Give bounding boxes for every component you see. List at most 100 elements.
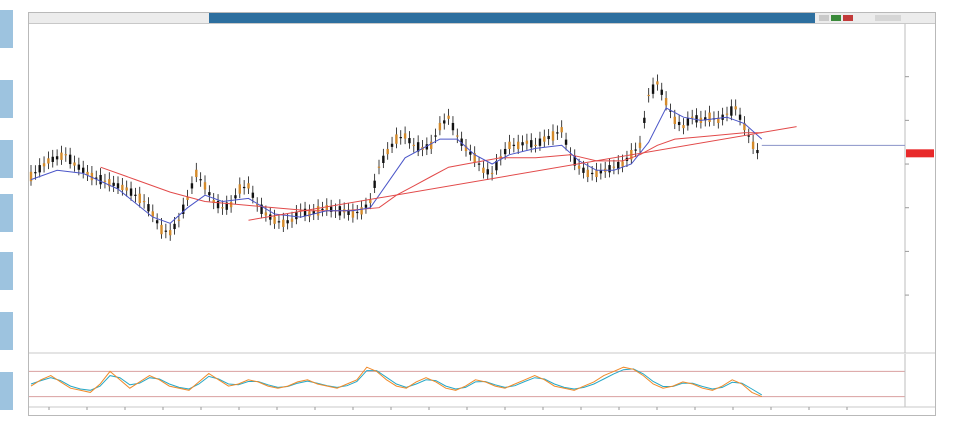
oscillator-panel	[29, 352, 935, 407]
candle-body	[438, 122, 442, 131]
oscillator-d-line	[30, 368, 763, 396]
candle-body	[34, 172, 37, 174]
candle-body	[521, 142, 524, 146]
candle-body	[160, 224, 163, 235]
candle-body	[373, 180, 376, 188]
candle-body	[451, 122, 455, 131]
candle-body	[617, 161, 620, 170]
candle-body	[573, 156, 576, 166]
candle-body	[221, 207, 224, 209]
toolbar-button-2[interactable]	[0, 80, 13, 120]
candle-body	[751, 141, 755, 149]
candle-body	[360, 207, 363, 215]
close-icon[interactable]	[843, 15, 853, 21]
candle-body	[390, 143, 394, 147]
candle-body	[403, 133, 407, 139]
candle-body	[38, 165, 41, 173]
candle-body	[60, 152, 63, 160]
last-price-marker	[906, 149, 934, 158]
candle-body	[121, 184, 124, 191]
candle-body	[399, 137, 402, 139]
candle-body	[303, 208, 307, 217]
candle-body	[743, 122, 746, 131]
candle-body	[155, 220, 159, 224]
candle-body	[351, 210, 355, 218]
candle-body	[256, 204, 259, 206]
chart-window	[28, 12, 936, 416]
toolbar-button-4[interactable]	[0, 194, 13, 234]
candle-body	[208, 192, 211, 196]
candle-body	[51, 156, 54, 162]
candle-body	[238, 184, 241, 194]
candle-body	[638, 142, 642, 148]
toolbar-button-5[interactable]	[0, 252, 13, 292]
candle-body	[547, 135, 550, 140]
candle-body	[95, 177, 98, 179]
candle-body	[286, 220, 289, 224]
candle-body	[669, 110, 672, 112]
candle-body	[82, 167, 85, 173]
candle-body	[151, 211, 154, 217]
chart-svg	[29, 24, 935, 410]
candle-body	[643, 117, 646, 123]
candle-body	[369, 199, 372, 204]
trendline[interactable]	[248, 126, 797, 221]
candle-body	[116, 183, 120, 189]
candle-body	[312, 210, 315, 214]
candle-body	[443, 120, 446, 124]
toolbar-button-6[interactable]	[0, 312, 13, 352]
candle-body	[129, 188, 133, 196]
candle-body	[482, 167, 485, 173]
candle-body	[134, 194, 137, 196]
ma-fast-line	[30, 107, 763, 224]
candle-body	[477, 163, 481, 165]
oscillator-k-line	[30, 366, 762, 398]
candle-body	[430, 141, 433, 149]
candle-body	[695, 115, 698, 123]
candle-body	[112, 182, 115, 186]
candle-body	[543, 136, 546, 142]
chart-titlebar	[29, 13, 935, 24]
candle-body	[47, 158, 50, 164]
candle-body	[656, 81, 659, 85]
toolbar-button-7[interactable]	[0, 372, 13, 412]
candle-body	[321, 208, 324, 210]
candle-body	[64, 154, 67, 156]
price-panel	[29, 24, 934, 353]
candle-body	[177, 219, 181, 221]
candle-body	[691, 116, 694, 118]
candle-body	[530, 140, 533, 148]
candle-body	[738, 114, 742, 120]
restore-icon[interactable]	[831, 15, 841, 21]
candle-body	[664, 98, 668, 106]
candle-body	[577, 165, 581, 169]
candle-body	[164, 230, 168, 232]
candle-body	[682, 125, 685, 129]
candle-body	[495, 160, 498, 171]
candle-body	[556, 132, 559, 134]
candle-body	[329, 206, 333, 212]
time-axis	[29, 406, 935, 410]
toolbar-button-3[interactable]	[0, 140, 13, 180]
candle-body	[68, 154, 72, 165]
candle-body	[386, 148, 389, 155]
candle-body	[173, 223, 176, 230]
minimize-icon[interactable]	[819, 15, 829, 21]
candle-body	[290, 218, 294, 222]
candle-body	[382, 155, 385, 163]
candle-body	[225, 202, 228, 210]
candle-body	[234, 195, 237, 199]
settings-icon[interactable]	[875, 15, 901, 21]
candle-body	[486, 169, 489, 175]
candle-body	[347, 209, 350, 215]
candle-body	[395, 134, 398, 144]
candle-body	[456, 135, 459, 137]
toolbar-button-1[interactable]	[0, 10, 13, 50]
candle-body	[704, 117, 707, 121]
candle-body	[686, 118, 690, 126]
candle-body	[447, 115, 450, 119]
candle-body	[660, 89, 663, 95]
candle-body	[647, 94, 650, 97]
candle-body	[125, 187, 128, 191]
candle-body	[730, 106, 733, 116]
